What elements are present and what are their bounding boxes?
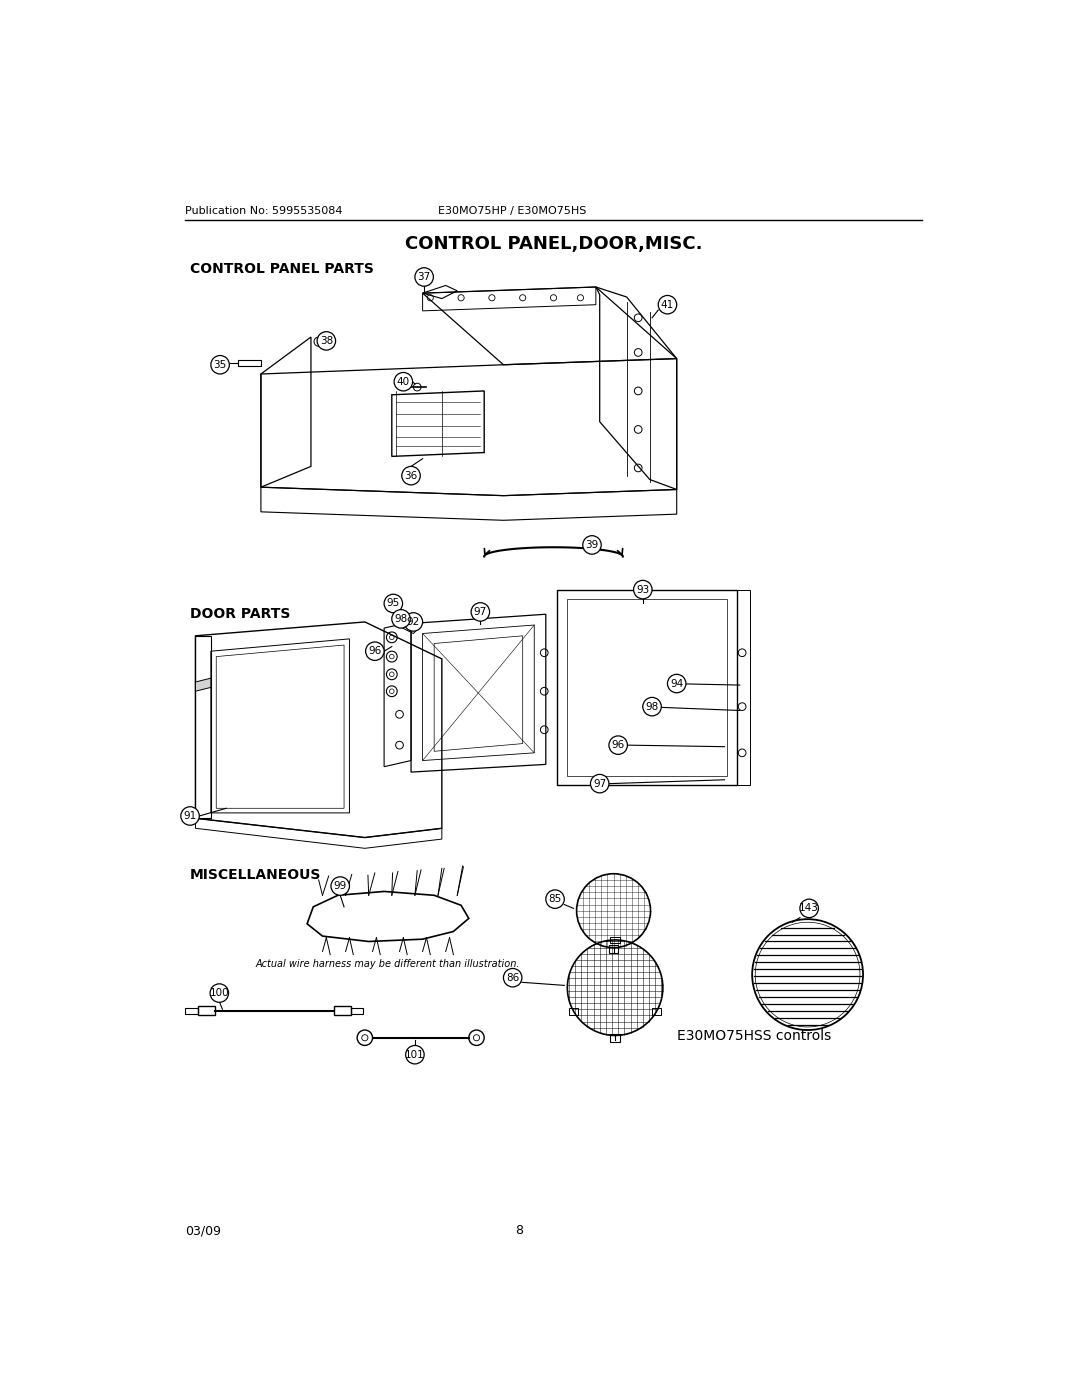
Text: 100: 100 (210, 988, 229, 997)
Circle shape (211, 983, 229, 1002)
Circle shape (404, 613, 422, 631)
Text: 98: 98 (394, 613, 407, 624)
Text: 101: 101 (405, 1049, 424, 1060)
Text: 37: 37 (418, 272, 431, 282)
Bar (334, 1006, 351, 1016)
Bar (238, 360, 261, 366)
Circle shape (366, 643, 384, 661)
Text: 98: 98 (646, 701, 659, 711)
Text: 39: 39 (585, 539, 598, 550)
Circle shape (545, 890, 564, 908)
Text: 93: 93 (636, 584, 649, 595)
Text: MISCELLANEOUS: MISCELLANEOUS (190, 869, 322, 883)
Text: CONTROL PANEL,DOOR,MISC.: CONTROL PANEL,DOOR,MISC. (405, 236, 702, 253)
Text: Publication No: 5995535084: Publication No: 5995535084 (186, 207, 343, 217)
Text: 94: 94 (670, 679, 684, 689)
Text: 36: 36 (404, 471, 418, 481)
Text: 97: 97 (474, 606, 487, 617)
Bar (652, 1009, 661, 1014)
Circle shape (211, 355, 229, 374)
Polygon shape (195, 678, 211, 692)
Circle shape (609, 736, 627, 754)
Text: 86: 86 (507, 972, 519, 982)
Text: 8: 8 (515, 1224, 523, 1238)
Circle shape (503, 968, 522, 986)
Bar (198, 1006, 215, 1016)
Circle shape (330, 877, 350, 895)
Bar (186, 1007, 198, 1014)
Text: 40: 40 (396, 377, 410, 387)
Circle shape (591, 774, 609, 793)
Circle shape (180, 806, 200, 826)
Circle shape (643, 697, 661, 715)
Circle shape (402, 467, 420, 485)
Circle shape (471, 602, 489, 622)
Text: 41: 41 (661, 300, 674, 310)
Circle shape (658, 295, 677, 314)
Text: 96: 96 (611, 740, 625, 750)
Text: DOOR PARTS: DOOR PARTS (190, 606, 291, 620)
Text: CONTROL PANEL PARTS: CONTROL PANEL PARTS (190, 261, 374, 275)
Text: 38: 38 (320, 335, 333, 346)
Text: 96: 96 (368, 647, 381, 657)
Circle shape (634, 580, 652, 599)
Text: 92: 92 (407, 617, 420, 627)
Text: 35: 35 (214, 360, 227, 370)
Text: E30MO75HP / E30MO75HS: E30MO75HP / E30MO75HS (438, 207, 586, 217)
Text: 85: 85 (549, 894, 562, 904)
Text: Actual wire harness may be different than illustration.: Actual wire harness may be different tha… (256, 960, 521, 970)
Text: 03/09: 03/09 (186, 1224, 221, 1238)
Text: 99: 99 (334, 882, 347, 891)
Bar (569, 1009, 579, 1014)
Circle shape (583, 535, 602, 555)
Text: 91: 91 (184, 812, 197, 821)
Bar (609, 946, 618, 953)
Circle shape (392, 609, 410, 629)
Text: 143: 143 (799, 904, 819, 914)
Bar (610, 1034, 620, 1042)
Circle shape (406, 1045, 424, 1065)
Circle shape (394, 373, 413, 391)
Circle shape (318, 331, 336, 351)
Text: 95: 95 (387, 598, 400, 609)
Text: E30MO75HSS controls: E30MO75HSS controls (677, 1028, 831, 1042)
Circle shape (667, 675, 686, 693)
Circle shape (384, 594, 403, 613)
Circle shape (800, 900, 819, 918)
Bar (351, 1007, 363, 1014)
Text: 97: 97 (593, 778, 606, 789)
Bar (610, 937, 620, 943)
Circle shape (415, 268, 433, 286)
